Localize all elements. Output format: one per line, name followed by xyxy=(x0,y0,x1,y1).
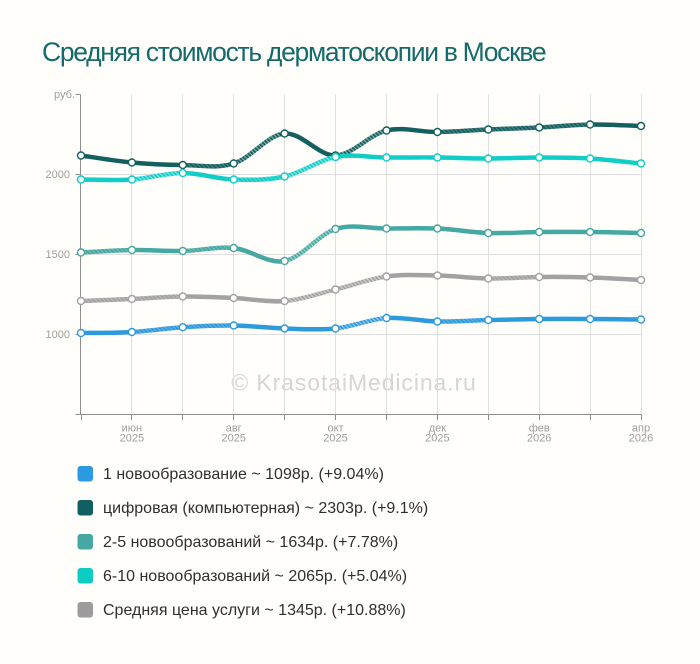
svg-text:2025: 2025 xyxy=(221,433,245,445)
svg-text:фев: фев xyxy=(529,423,550,435)
svg-text:руб.: руб. xyxy=(54,89,75,101)
svg-text:окт: окт xyxy=(327,423,343,435)
svg-text:2000: 2000 xyxy=(46,169,70,181)
svg-text:цифровая (компьютерная) ~ 2303: цифровая (компьютерная) ~ 2303р. (+9.1%) xyxy=(103,500,428,517)
svg-text:июн: июн xyxy=(122,423,142,435)
svg-text:1000: 1000 xyxy=(46,329,70,341)
svg-text:дек: дек xyxy=(429,423,447,435)
svg-text:2-5 новообразований ~ 1634р. (: 2-5 новообразований ~ 1634р. (+7.78%) xyxy=(103,534,398,551)
svg-text:2025: 2025 xyxy=(425,433,449,445)
svg-text:апр: апр xyxy=(632,423,650,435)
svg-text:2025: 2025 xyxy=(323,433,347,445)
svg-text:© KrasotaiMedicina.ru: © KrasotaiMedicina.ru xyxy=(231,370,477,396)
svg-text:2026: 2026 xyxy=(629,433,653,445)
svg-text:Средняя цена услуги ~ 1345р. (: Средняя цена услуги ~ 1345р. (+10.88%) xyxy=(103,602,406,619)
svg-text:авг: авг xyxy=(226,423,242,435)
svg-text:1500: 1500 xyxy=(46,249,70,261)
svg-text:6-10 новообразований ~ 2065р.: 6-10 новообразований ~ 2065р. (+5.04%) xyxy=(103,568,407,585)
svg-text:2025: 2025 xyxy=(120,433,144,445)
svg-text:Средняя стоимость дерматоскопи: Средняя стоимость дерматоскопии в Москве xyxy=(42,37,546,67)
svg-text:2026: 2026 xyxy=(527,433,551,445)
svg-text:1 новообразование ~ 1098р. (+9: 1 новообразование ~ 1098р. (+9.04%) xyxy=(103,466,384,483)
